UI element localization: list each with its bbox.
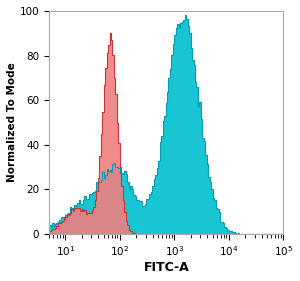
Y-axis label: Normalized To Mode: Normalized To Mode [7,63,17,182]
X-axis label: FITC-A: FITC-A [143,261,189,274]
